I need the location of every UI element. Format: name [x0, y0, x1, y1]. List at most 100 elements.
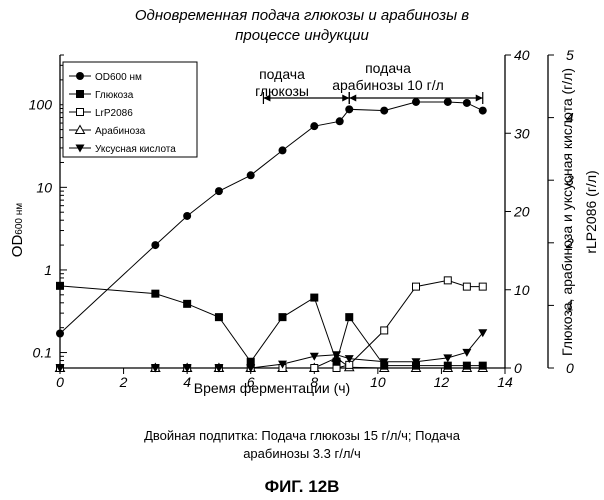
series-glucose-point — [183, 299, 192, 308]
series-acetic-acid-line — [60, 332, 484, 369]
legend: OD600 нм Глюкоза LrP2086 Арабиноза Уксусная … — [69, 72, 176, 155]
legend-od600-marker — [76, 72, 84, 80]
series-glucose-point — [462, 361, 471, 370]
arabinose-feed-label-line-1: подача — [365, 60, 411, 76]
series-lrp2086-point — [412, 282, 420, 291]
x-tick-label: 2 — [119, 374, 128, 390]
x-tick-label: 4 — [183, 374, 191, 390]
figure-label: ФИГ. 12В — [265, 477, 340, 496]
svg-text:OD600 нм: OD600 нм — [9, 203, 26, 257]
series-od600-point — [478, 106, 487, 115]
legend-glucose-label: Глюкоза — [95, 90, 134, 101]
y-right1-tick-label: 20 — [513, 204, 530, 220]
series-glucose-point — [214, 313, 223, 322]
x-tick-label: 10 — [370, 374, 386, 390]
series-glucose-point — [310, 293, 319, 302]
glucose-feed-arrow-right-head — [342, 94, 350, 102]
legend-arabinose-label: Арабиноза — [95, 125, 146, 137]
x-tick-label: 6 — [247, 374, 255, 390]
series-od600-point — [246, 171, 255, 180]
y-right1-tick-label: 30 — [514, 125, 530, 141]
series-od600-point — [151, 241, 160, 250]
series-od600-point — [278, 146, 287, 155]
x-tick-label: 12 — [434, 374, 450, 390]
y-right2-tick-label: 4 — [566, 110, 574, 126]
series-acetic-acid-point — [150, 364, 160, 373]
series-acetic-acid-point — [462, 348, 472, 357]
y-axis-right1-label: Глюкоза, арабиноза и уксусная кислота (г… — [559, 68, 575, 356]
glucose-feed-label-line-1: подача — [259, 66, 305, 82]
chart-title-line-1: Одновременная подача глюкозы и арабинозы… — [135, 7, 469, 24]
legend-lrp2086-label: LrP2086 — [95, 108, 133, 119]
series-glucose-point — [478, 361, 487, 370]
series-od600-line — [59, 101, 483, 334]
legend-od600-label: OD600 нм — [95, 72, 142, 83]
series-acetic-acid-point — [309, 352, 319, 361]
y-right2-tick-label: 1 — [566, 297, 574, 313]
y-left-tick-label: 0.1 — [33, 345, 52, 361]
y-right2-tick-label: 0 — [566, 360, 574, 376]
y-right2-tick-label: 3 — [566, 172, 574, 188]
arabinose-feed-arrow-left-head — [349, 94, 357, 102]
series-lrp2086-point — [462, 282, 471, 291]
legend-arabinose-marker — [74, 124, 86, 134]
series-glucose-point — [412, 361, 420, 370]
y-left-tick-label: 10 — [36, 179, 52, 195]
legend-box — [62, 61, 198, 158]
series-lrp2086-point — [380, 326, 389, 335]
x-tick-label: 0 — [56, 374, 64, 390]
series-acetic-acid-point — [214, 364, 224, 373]
series-lrp2086-point — [310, 364, 319, 372]
legend-acetic-acid-marker — [75, 144, 85, 153]
legend-acetic-acid-label: Уксусная кислота — [95, 144, 176, 155]
series-od600-point — [214, 187, 223, 196]
series-od600-point — [412, 97, 420, 106]
y-right1-tick-label: 40 — [514, 47, 530, 63]
series-glucose-point — [345, 313, 354, 322]
y-axis-left-label: OD600 нм — [9, 203, 26, 257]
x-tick-label: 8 — [310, 374, 318, 390]
series-arabinose — [54, 352, 489, 372]
glucose-feed-label-line-2: глюкозы — [255, 83, 309, 99]
series-od600-point — [462, 98, 471, 107]
series-od600-point — [380, 106, 389, 115]
series-glucose-point — [151, 289, 160, 298]
y-left-tick-label: 100 — [29, 97, 53, 113]
series-glucose — [56, 281, 487, 370]
y-axis-left-label-sub: 600 нм — [14, 203, 25, 235]
series-lrp2086-point — [443, 276, 452, 285]
caption-line-2: арабинозы 3.3 г/л/ч — [243, 446, 361, 461]
y-right2-tick-label: 5 — [566, 47, 574, 63]
series-layer — [54, 97, 489, 373]
series-od600-point — [443, 97, 452, 106]
series-lrp2086-point — [478, 282, 487, 291]
y-left-tick-label: 1 — [44, 262, 52, 278]
series-acetic-acid-point — [278, 360, 287, 369]
series-acetic-acid-point — [344, 355, 354, 364]
glucose-feed-arrow-left-head — [263, 94, 271, 102]
y-axis-right1-ticks: 0 10 20 30 40 — [505, 47, 530, 376]
series-od600 — [56, 97, 487, 338]
y-right1-tick-label: 10 — [514, 282, 530, 298]
series-acetic-acid-point — [443, 354, 453, 363]
series-acetic-acid-point — [55, 364, 65, 373]
series-glucose-point — [278, 313, 287, 322]
caption-line-1: Двойная подпитка: Подача глюкозы 15 г/л/… — [144, 428, 461, 443]
series-glucose-point — [56, 281, 64, 290]
y-axis-left-ticks: 0.1 1 10 100 — [29, 54, 67, 366]
series-glucose-point — [380, 361, 389, 370]
series-od600-point — [310, 122, 319, 131]
x-tick-label: 14 — [497, 374, 513, 390]
y-right1-tick-label: 0 — [514, 360, 522, 376]
series-acetic-acid-point — [478, 329, 488, 338]
series-glucose-point — [246, 357, 255, 366]
series-od600-point — [183, 211, 192, 220]
legend-glucose-marker — [76, 90, 84, 98]
series-od600-point — [335, 117, 344, 126]
series-acetic-acid-point — [182, 364, 192, 373]
series-glucose-point — [443, 361, 452, 370]
x-axis-ticks: 0 2 4 6 8 10 12 14 — [56, 368, 513, 390]
arabinose-feed-arrow-right-head — [475, 94, 483, 102]
arabinose-feed-label-line-2: арабинозы 10 г/л — [332, 77, 444, 93]
